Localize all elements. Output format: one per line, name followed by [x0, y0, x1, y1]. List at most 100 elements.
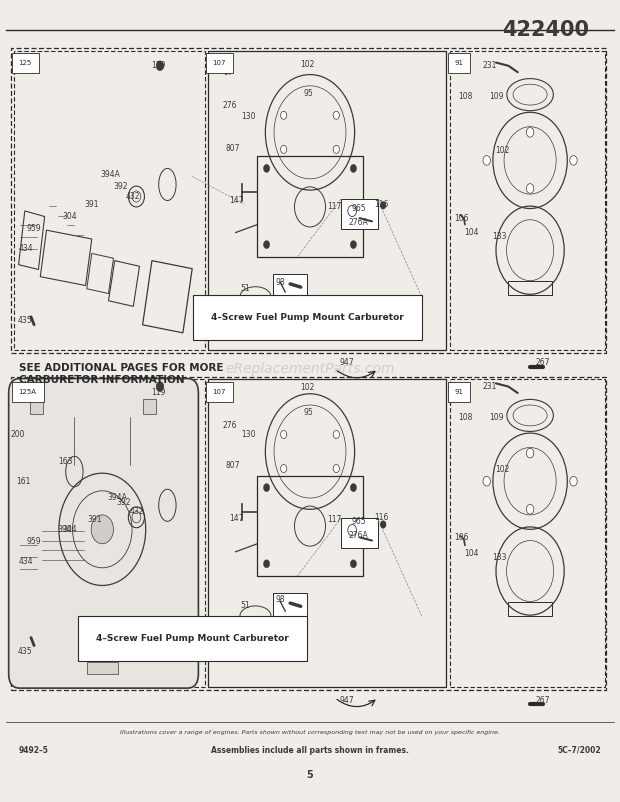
- Bar: [273, 593, 307, 616]
- Text: 267: 267: [535, 358, 550, 367]
- Text: 108: 108: [458, 91, 472, 101]
- Text: 130: 130: [241, 430, 255, 439]
- Text: 959: 959: [27, 537, 42, 546]
- Text: 106: 106: [454, 213, 469, 223]
- Text: 147: 147: [229, 196, 244, 205]
- Circle shape: [281, 431, 287, 439]
- Text: 97: 97: [223, 388, 233, 398]
- Text: 104: 104: [464, 549, 479, 558]
- Bar: [273, 274, 307, 297]
- Circle shape: [350, 164, 356, 172]
- Text: 125: 125: [19, 60, 32, 66]
- Bar: [87, 662, 118, 674]
- Bar: [508, 602, 552, 616]
- Text: 4–Screw Fuel Pump Mount Carburetor: 4–Screw Fuel Pump Mount Carburetor: [96, 634, 289, 642]
- Text: 116: 116: [374, 512, 389, 522]
- Circle shape: [264, 164, 270, 172]
- Bar: [257, 476, 363, 576]
- Circle shape: [483, 156, 490, 165]
- Text: 104: 104: [464, 228, 479, 237]
- Circle shape: [156, 382, 164, 391]
- Text: 432: 432: [129, 507, 144, 516]
- Text: 133: 133: [492, 553, 507, 562]
- Text: 965: 965: [351, 516, 366, 526]
- Bar: [11, 48, 606, 353]
- Text: 107: 107: [213, 60, 226, 66]
- Text: 133: 133: [492, 232, 507, 241]
- Text: 119: 119: [151, 61, 166, 71]
- Bar: [30, 399, 43, 414]
- Text: 394A: 394A: [108, 492, 128, 502]
- Text: 807: 807: [225, 460, 240, 470]
- Text: 117: 117: [327, 202, 342, 212]
- Circle shape: [380, 520, 386, 529]
- Text: 434: 434: [19, 557, 33, 566]
- Text: 109: 109: [489, 412, 503, 422]
- Text: SEE ADDITIONAL PAGES FOR MORE
CARBURETOR INFORMATION: SEE ADDITIONAL PAGES FOR MORE CARBURETOR…: [19, 363, 223, 385]
- Circle shape: [264, 484, 270, 492]
- Text: 106: 106: [454, 533, 469, 542]
- Text: 807: 807: [225, 144, 240, 153]
- Text: 9492–5: 9492–5: [19, 746, 48, 755]
- Text: 4–Screw Fuel Pump Mount Carburetor: 4–Screw Fuel Pump Mount Carburetor: [211, 313, 404, 322]
- Text: 108: 108: [458, 412, 472, 422]
- Circle shape: [281, 111, 287, 119]
- Circle shape: [570, 476, 577, 486]
- Bar: [11, 377, 606, 690]
- Text: 97: 97: [223, 67, 233, 77]
- Text: 200: 200: [10, 430, 25, 439]
- Text: 98: 98: [275, 277, 285, 287]
- Text: 947: 947: [340, 696, 355, 706]
- Circle shape: [380, 201, 386, 209]
- Text: 435: 435: [17, 316, 32, 326]
- Text: 231: 231: [482, 61, 497, 71]
- Text: 267: 267: [535, 696, 550, 706]
- Text: 102: 102: [299, 59, 314, 69]
- Text: 109: 109: [489, 91, 503, 101]
- Text: 95: 95: [304, 88, 314, 98]
- Text: 5C–7/2002: 5C–7/2002: [558, 746, 601, 755]
- Text: 276A: 276A: [348, 531, 368, 541]
- Text: 119: 119: [151, 388, 166, 398]
- Circle shape: [264, 241, 270, 249]
- Text: 147: 147: [229, 513, 244, 523]
- Text: 102: 102: [299, 383, 314, 392]
- Text: 98: 98: [275, 595, 285, 605]
- Circle shape: [333, 431, 339, 439]
- Text: 102: 102: [495, 146, 510, 156]
- Circle shape: [264, 560, 270, 568]
- Circle shape: [281, 464, 287, 472]
- Bar: [143, 399, 156, 414]
- Bar: [341, 518, 378, 548]
- Bar: [508, 281, 552, 295]
- Text: 130: 130: [241, 111, 255, 121]
- Bar: [341, 199, 378, 229]
- Text: 91: 91: [454, 60, 464, 66]
- Text: 107: 107: [213, 389, 226, 395]
- Text: 304: 304: [62, 212, 77, 221]
- Text: 394A: 394A: [100, 170, 120, 180]
- Circle shape: [526, 448, 534, 458]
- Text: 965: 965: [351, 204, 366, 213]
- Text: 432: 432: [126, 192, 141, 201]
- Circle shape: [281, 145, 287, 153]
- Text: 422400: 422400: [502, 20, 589, 40]
- Text: Assemblies include all parts shown in frames.: Assemblies include all parts shown in fr…: [211, 746, 409, 755]
- Bar: [450, 51, 604, 350]
- Text: 434: 434: [19, 244, 33, 253]
- Circle shape: [570, 156, 577, 165]
- Text: 161: 161: [16, 476, 31, 486]
- Circle shape: [526, 128, 534, 137]
- Text: 5: 5: [307, 770, 313, 780]
- Text: 51: 51: [240, 601, 250, 610]
- Circle shape: [350, 560, 356, 568]
- Text: 391: 391: [84, 200, 99, 209]
- Circle shape: [91, 515, 113, 544]
- Text: 959: 959: [27, 224, 42, 233]
- Circle shape: [333, 111, 339, 119]
- Circle shape: [483, 476, 490, 486]
- Text: 276: 276: [222, 420, 237, 430]
- Text: 231: 231: [482, 382, 497, 391]
- Text: 947: 947: [340, 358, 355, 367]
- Bar: [208, 51, 446, 350]
